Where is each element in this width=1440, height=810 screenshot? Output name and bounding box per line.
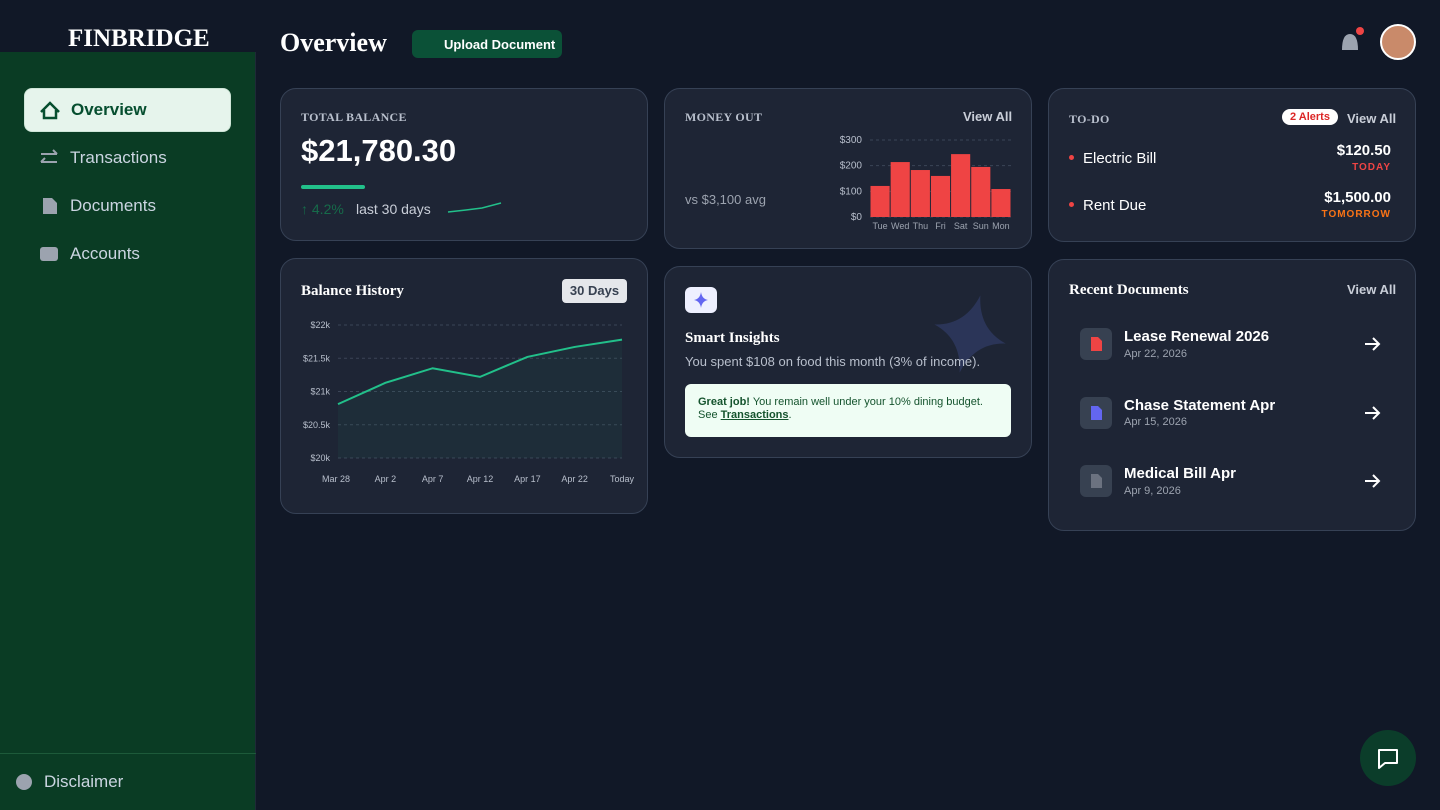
insight-text: You spent $108 on food this month (3% of…	[685, 354, 981, 369]
open-arrow[interactable]	[1365, 474, 1381, 488]
avatar[interactable]	[1380, 24, 1416, 60]
nav-item[interactable]: Documents	[70, 196, 156, 215]
chat-button[interactable]	[1360, 730, 1416, 786]
chat-icon	[1378, 749, 1398, 769]
progress-bar	[301, 185, 365, 189]
open-arrow[interactable]	[1365, 406, 1381, 420]
sparkle-decor	[934, 295, 1006, 373]
bullet	[1069, 155, 1074, 160]
doc-icon	[1091, 337, 1102, 351]
doc-name[interactable]: Medical Bill Apr	[1124, 465, 1236, 482]
arrows	[1365, 337, 1381, 488]
change: ↑ 4.2%	[301, 201, 344, 217]
doc-icon	[1091, 406, 1102, 420]
card-title: Smart Insights	[685, 330, 780, 346]
view-all[interactable]: View All	[1347, 111, 1397, 126]
doc-name[interactable]: Chase Statement Apr	[1124, 397, 1276, 414]
upload-button[interactable]: Upload Document	[412, 30, 562, 58]
sidebar-icons	[16, 101, 60, 790]
bullet	[1069, 202, 1074, 207]
doc-name[interactable]: Lease Renewal 2026	[1124, 328, 1270, 345]
doc-shape	[1091, 474, 1102, 488]
todo-due: TOMORROW	[1321, 209, 1391, 220]
todo-due: TODAY	[1352, 162, 1391, 173]
balance-amount: $21,780.30	[301, 133, 457, 168]
sidebar	[0, 52, 256, 810]
transfer-icon	[40, 149, 58, 163]
doc-icon	[43, 198, 57, 214]
home-icon	[40, 101, 60, 120]
disclaimer-link[interactable]: Disclaimer	[44, 772, 124, 791]
card-label: TO-DO	[1069, 112, 1110, 126]
view-all[interactable]: View All	[963, 109, 1013, 124]
header-icons	[1342, 24, 1416, 60]
notification-dot	[1356, 27, 1364, 35]
doc-date: Apr 15, 2026	[1124, 416, 1187, 428]
total-balance-card	[280, 88, 648, 241]
page-title: Overview	[280, 28, 387, 57]
brand: FINBRIDGE	[68, 25, 210, 52]
tip-end: .	[788, 409, 792, 421]
todo-name: Electric Bill	[1083, 150, 1157, 167]
todo-amount: $1,500.00	[1324, 189, 1391, 206]
doc-date: Apr 22, 2026	[1124, 348, 1187, 360]
period: last 30 days	[356, 201, 431, 217]
doc-icon-box	[1080, 328, 1112, 360]
tip-link[interactable]: Transactions	[720, 409, 789, 421]
sparkline	[447, 202, 502, 213]
avg-note: vs $3,100 avg	[685, 192, 766, 207]
doc-icon	[1091, 474, 1102, 488]
chat-shape	[1378, 749, 1398, 769]
todo-card	[1048, 88, 1416, 242]
doc-shape	[1091, 406, 1102, 420]
decor	[934, 295, 1006, 373]
range-button[interactable]: 30 Days	[562, 279, 627, 303]
divider	[0, 753, 256, 754]
insight-icon	[685, 287, 717, 313]
sparkle-shape	[694, 292, 708, 308]
open-arrow[interactable]	[1365, 337, 1381, 351]
doc-icon-box	[1080, 465, 1112, 497]
card-title: Recent Documents	[1069, 282, 1189, 298]
sparkline-path	[447, 202, 502, 213]
doc-shape	[1091, 337, 1102, 351]
card-label: MONEY OUT	[685, 110, 763, 124]
doc-date: Apr 9, 2026	[1124, 485, 1181, 497]
tip-text: You remain well under your 10% dining bu…	[698, 396, 983, 421]
wallet-icon	[40, 247, 58, 261]
card-title: Balance History	[301, 283, 404, 299]
view-all[interactable]: View All	[1347, 282, 1397, 297]
bell-icon[interactable]	[1342, 34, 1358, 51]
money-out-card	[664, 88, 1032, 249]
todo-name: Rent Due	[1083, 197, 1147, 214]
todo-amount: $120.50	[1336, 142, 1391, 159]
tip-box: Great job! You remain well under your 10…	[685, 384, 1011, 437]
tip-strong: Great job!	[698, 396, 750, 408]
nav-item[interactable]: Transactions	[70, 148, 167, 167]
doc-icon-box	[1080, 397, 1112, 429]
alert-badge: 2 Alerts	[1282, 109, 1338, 125]
help-icon	[16, 774, 32, 790]
nav-item[interactable]: Accounts	[70, 244, 140, 263]
card-label: TOTAL BALANCE	[301, 110, 407, 124]
sparkle	[694, 292, 708, 308]
